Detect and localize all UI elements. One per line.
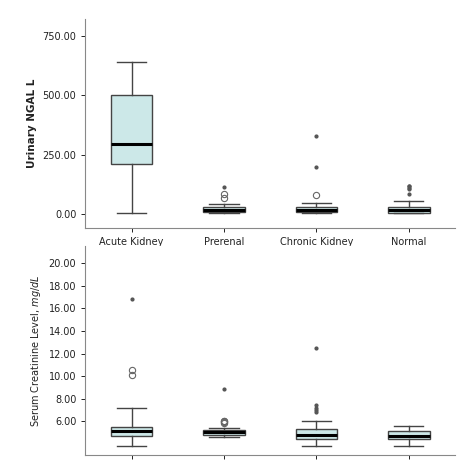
Y-axis label: Serum Creatinine Level, $\it{mg/dL}$: Serum Creatinine Level, $\it{mg/dL}$ (29, 274, 43, 427)
Bar (203, 207, 245, 211)
Bar (111, 427, 152, 436)
Bar (388, 207, 429, 212)
Bar (296, 429, 337, 439)
Bar (111, 95, 152, 164)
Y-axis label: Urinary NGAL L: Urinary NGAL L (27, 79, 37, 168)
Bar (203, 430, 245, 435)
Bar (388, 431, 429, 439)
Bar (296, 207, 337, 212)
